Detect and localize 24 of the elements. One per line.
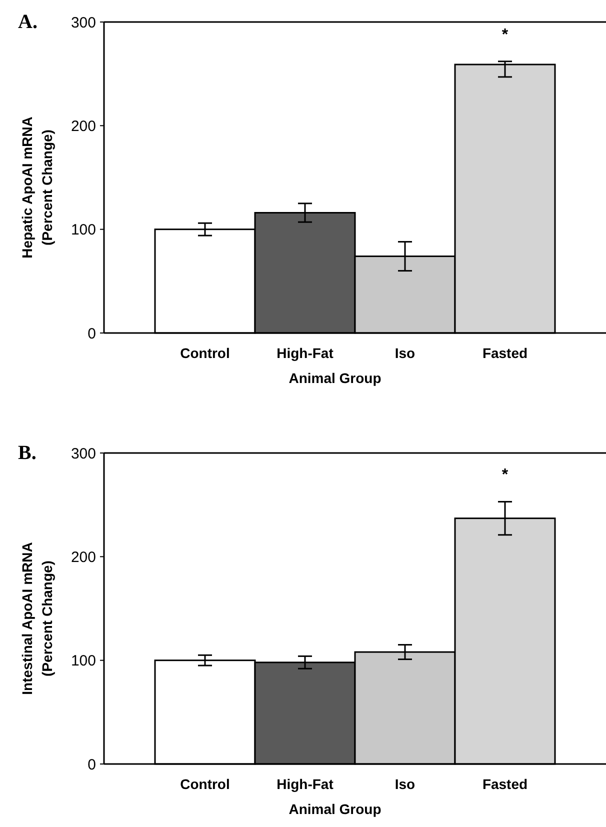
x-tick-label: High-Fat <box>276 776 334 792</box>
y-tick-label: 300 <box>70 14 96 32</box>
chart-title: A. <box>18 11 38 33</box>
y-tick-label: 0 <box>88 756 96 774</box>
annotation: * <box>502 26 509 44</box>
y-tick-label: 0 <box>88 325 96 342</box>
y-tick-label: 200 <box>70 118 96 135</box>
x-tick-label: Fasted <box>482 345 528 361</box>
x-tick-label: Fasted <box>482 776 528 792</box>
chart-title: B. <box>18 442 36 464</box>
y-tick-label: 300 <box>70 445 96 462</box>
y-tick-label: 100 <box>70 652 96 670</box>
x-tick-label: Iso <box>394 345 416 361</box>
x-tick-label: Control <box>180 776 230 792</box>
y-axis-title: Hepatic ApoAI mRNA (Percent Change) <box>19 116 55 258</box>
annotation: * <box>502 466 509 484</box>
x-tick-label: Iso <box>394 776 416 792</box>
x-axis-title: Animal Group <box>288 370 382 386</box>
x-tick-label: High-Fat <box>276 345 334 361</box>
x-tick-label: Control <box>180 345 230 361</box>
y-tick-label: 200 <box>70 548 96 566</box>
y-axis-title: Intestinal ApoAI mRNA (Percent Change) <box>19 542 55 695</box>
y-tick-label: 100 <box>70 222 96 239</box>
x-axis-title: Animal Group <box>288 801 382 817</box>
